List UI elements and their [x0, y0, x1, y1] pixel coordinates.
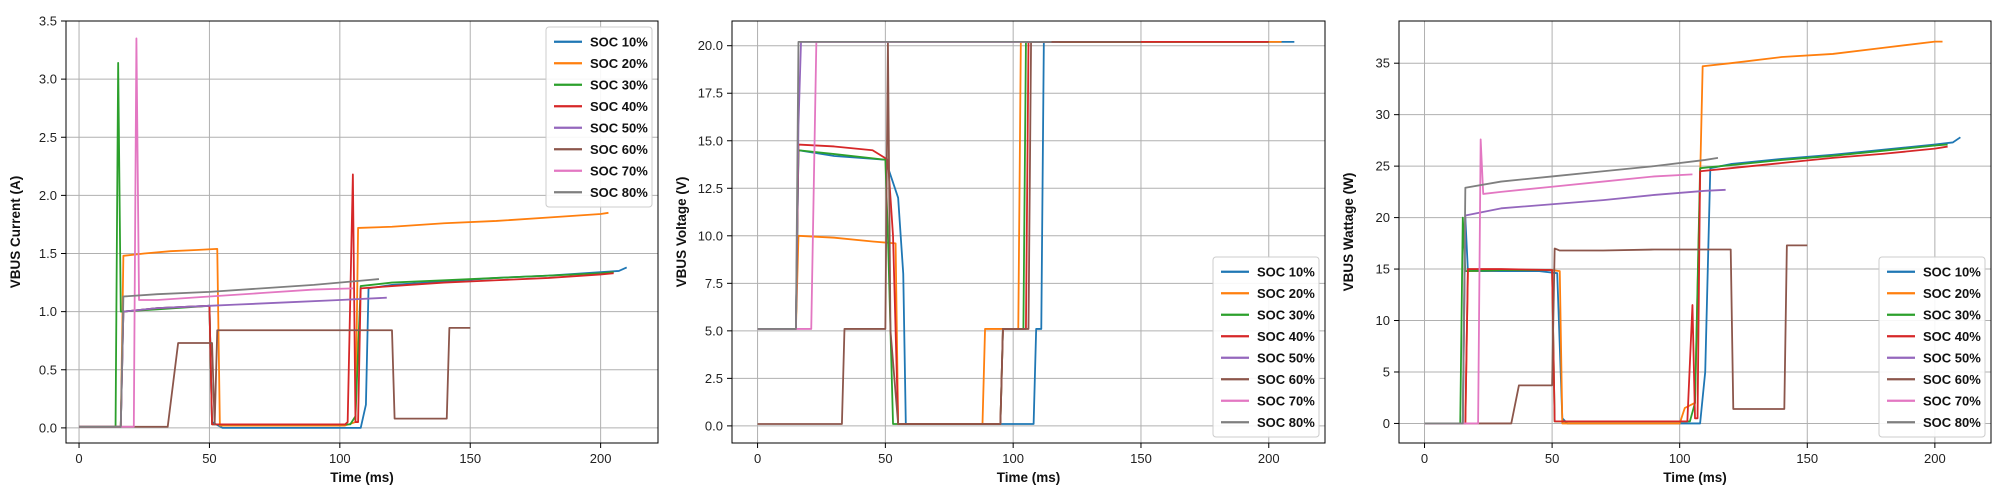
legend-label-soc-20: SOC 20% [590, 56, 648, 71]
legend-label-soc-60: SOC 60% [590, 142, 648, 157]
legend: SOC 10% SOC 20% SOC 30% SOC 40% SOC 50% SOC 6… [1212, 256, 1320, 438]
y-tick-label: 15.0 [698, 133, 723, 148]
y-tick-label: 20 [1376, 210, 1390, 225]
legend-label-soc-80: SOC 80% [1923, 415, 1981, 430]
series-line-soc-60 [79, 327, 471, 428]
x-axis-label: Time (ms) [997, 470, 1061, 485]
y-tick-label: 35 [1376, 56, 1390, 71]
x-tick-label: 100 [1002, 451, 1024, 466]
series-line-soc-80 [757, 41, 1052, 330]
y-tick-label: 15 [1376, 262, 1390, 277]
x-tick-label: 50 [1545, 451, 1559, 466]
legend-box [545, 26, 653, 208]
legend-label-soc-30: SOC 30% [1923, 307, 1981, 322]
y-tick-label: 0.5 [39, 362, 57, 377]
y-tick-label: 10 [1376, 313, 1390, 328]
legend-label-soc-10: SOC 10% [590, 34, 648, 49]
legend-label-soc-30: SOC 30% [590, 77, 648, 92]
y-tick-label: 5.0 [705, 323, 723, 338]
x-tick-label: 100 [1669, 451, 1691, 466]
legend-label-soc-80: SOC 80% [590, 185, 648, 200]
x-tick-label: 50 [202, 451, 216, 466]
legend-label-soc-10: SOC 10% [1257, 264, 1315, 279]
y-tick-label: 25 [1376, 159, 1390, 174]
series-line-soc-60 [1424, 244, 1808, 425]
legend-label-soc-70: SOC 70% [1257, 393, 1315, 408]
subplot-current: 0 50 100 150 200 0.0 0.5 1.0 1.5 2.0 2.5 3.0 3.5 Time… [8, 14, 659, 485]
series-line-soc-80 [79, 278, 380, 428]
legend-label-soc-60: SOC 60% [1923, 372, 1981, 387]
y-tick-label: 2.0 [39, 188, 57, 203]
legend-box [1212, 256, 1320, 438]
y-tick-label: 30 [1376, 107, 1390, 122]
x-tick-label: 150 [1130, 451, 1152, 466]
series-line-soc-10 [1424, 136, 1961, 425]
series-line-soc-60 [757, 41, 1141, 425]
y-tick-label: 0.0 [705, 418, 723, 433]
x-tick-label: 150 [1796, 451, 1818, 466]
legend: SOC 10% SOC 20% SOC 30% SOC 40% SOC 50% SOC 6… [545, 26, 653, 208]
legend-label-soc-20: SOC 20% [1257, 286, 1315, 301]
legend-label-soc-70: SOC 70% [1923, 393, 1981, 408]
y-tick-label: 0.0 [39, 420, 57, 435]
series-line-soc-70 [79, 37, 353, 428]
legend-label-soc-50: SOC 50% [1923, 350, 1981, 365]
legend-label-soc-40: SOC 40% [1257, 329, 1315, 344]
series-line-soc-80 [1424, 157, 1719, 425]
y-axis-label: VBUS Current (A) [8, 176, 23, 289]
legend-label-soc-40: SOC 40% [590, 99, 648, 114]
x-tick-label: 0 [1421, 451, 1428, 466]
subplot-wattage: 0 50 100 150 200 0 5 10 15 20 25 30 35 Time (ms) VBUS … [1341, 20, 1992, 485]
y-axis-label: VBUS Wattage (W) [1341, 173, 1356, 292]
series-line-soc-20 [757, 41, 1282, 425]
y-tick-label: 5 [1383, 364, 1390, 379]
legend-label-soc-60: SOC 60% [1257, 372, 1315, 387]
y-tick-label: 0 [1383, 416, 1390, 431]
y-tick-label: 2.5 [39, 130, 57, 145]
legend-label-soc-10: SOC 10% [1923, 264, 1981, 279]
series-line-soc-40 [1424, 145, 1948, 425]
y-tick-label: 3.5 [39, 14, 57, 29]
y-tick-label: 1.0 [39, 304, 57, 319]
y-tick-label: 17.5 [698, 86, 723, 101]
x-tick-label: 150 [459, 451, 481, 466]
legend-label-soc-70: SOC 70% [590, 163, 648, 178]
y-tick-label: 12.5 [698, 181, 723, 196]
y-tick-label: 7.5 [705, 276, 723, 291]
x-tick-label: 0 [75, 451, 82, 466]
axes-frame [65, 20, 659, 444]
legend-box [1878, 256, 1986, 438]
legend: SOC 10% SOC 20% SOC 30% SOC 40% SOC 50% SOC 6… [1878, 256, 1986, 438]
y-tick-label: 3.0 [39, 72, 57, 87]
legend-label-soc-40: SOC 40% [1923, 329, 1981, 344]
legend-label-soc-50: SOC 50% [590, 120, 648, 135]
x-tick-label: 100 [329, 451, 351, 466]
x-tick-label: 200 [1258, 451, 1280, 466]
legend-label-soc-30: SOC 30% [1257, 307, 1315, 322]
y-tick-label: 20.0 [698, 38, 723, 53]
axes-frame [731, 20, 1326, 444]
axes-frame [1398, 20, 1992, 444]
legend-label-soc-20: SOC 20% [1923, 286, 1981, 301]
x-tick-label: 50 [878, 451, 892, 466]
y-axis-label: VBUS Voltage (V) [674, 177, 689, 288]
y-tick-label: 1.5 [39, 246, 57, 261]
x-axis-label: Time (ms) [1663, 470, 1727, 485]
x-tick-label: 0 [754, 451, 761, 466]
x-tick-label: 200 [590, 451, 612, 466]
series-line-soc-20 [79, 211, 609, 428]
y-tick-label: 10.0 [698, 228, 723, 243]
subplot-voltage: 0 50 100 150 200 0.0 2.5 5.0 7.5 10.0 12.5 15.0 17.5… [674, 20, 1326, 485]
legend-label-soc-80: SOC 80% [1257, 415, 1315, 430]
x-tick-label: 200 [1924, 451, 1946, 466]
legend-label-soc-50: SOC 50% [1257, 350, 1315, 365]
x-axis-label: Time (ms) [330, 470, 394, 485]
series-line-soc-30 [79, 61, 614, 428]
y-tick-label: 2.5 [705, 371, 723, 386]
series-line-soc-70 [1424, 138, 1693, 425]
